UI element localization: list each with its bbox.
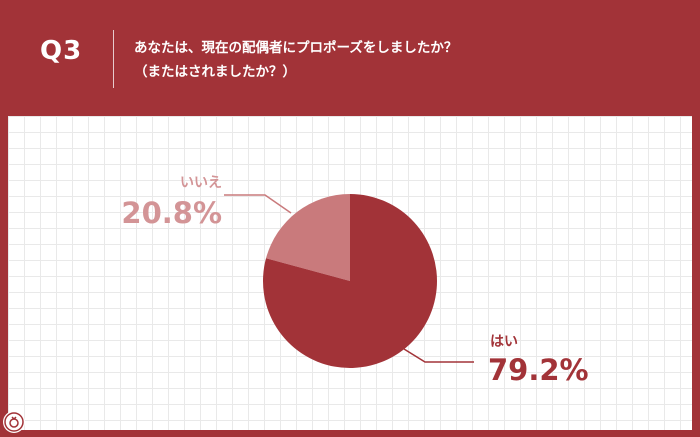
value-yes: 79.2%	[488, 353, 589, 387]
chart-panel: いいえ 20.8% はい 79.2%	[8, 116, 692, 430]
pie-slice-yes	[263, 194, 437, 368]
header-divider	[113, 30, 114, 88]
label-yes: はい	[490, 334, 518, 350]
leader-line-no	[224, 194, 292, 214]
header: Q3 あなたは、現在の配偶者にプロポーズをしましたか？ （またはされましたか？）	[0, 0, 700, 116]
value-no: 20.8%	[121, 196, 222, 230]
question-number: Q3	[40, 36, 83, 66]
pie-chart: いいえ 20.8% はい 79.2%	[121, 175, 589, 387]
leader-line-yes	[403, 348, 474, 363]
question-line-1: あなたは、現在の配偶者にプロポーズをしましたか？	[134, 40, 458, 56]
pie-slice-no	[266, 194, 350, 281]
label-no: いいえ	[180, 175, 222, 191]
logo-icon	[3, 411, 25, 433]
question-text: あなたは、現在の配偶者にプロポーズをしましたか？ （またはされましたか？）	[134, 36, 457, 84]
question-line-2: （またはされましたか？）	[134, 64, 296, 80]
